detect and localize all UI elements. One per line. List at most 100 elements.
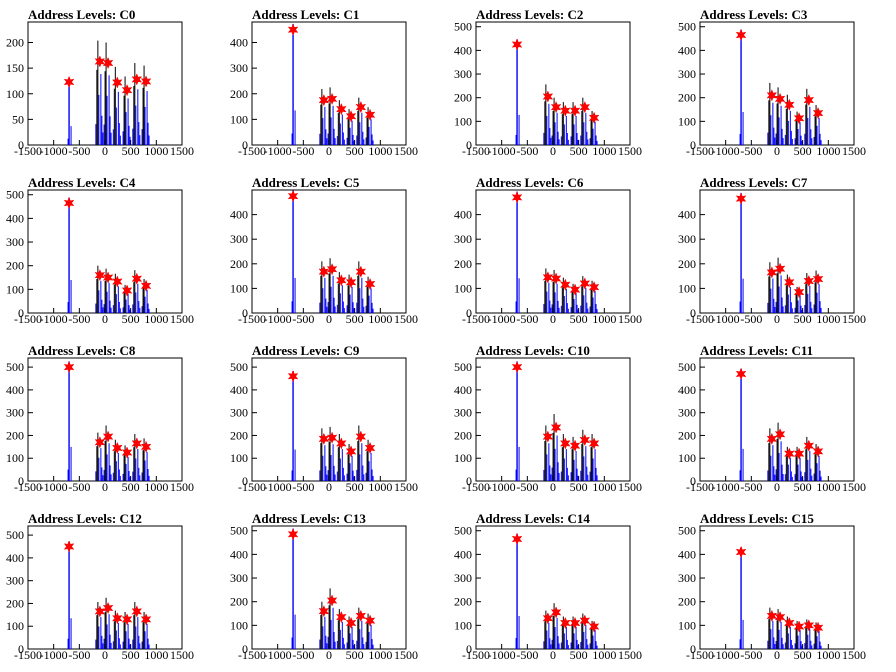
x-tick-label: 1000 <box>368 144 392 158</box>
x-tick-label: -500 <box>292 480 314 494</box>
x-tick-label: 500 <box>794 312 812 326</box>
x-tick-label: 500 <box>570 480 588 494</box>
peak-marker <box>766 609 778 623</box>
y-tick-label: 400 <box>230 547 248 561</box>
y-tick-label: 100 <box>454 618 472 632</box>
y-tick-label: 300 <box>454 232 472 246</box>
x-tick-label: -1000 <box>488 312 516 326</box>
y-tick-label: 500 <box>678 524 696 538</box>
y-tick-label: 500 <box>230 524 248 538</box>
peak-marker <box>131 272 143 285</box>
peak-marker <box>131 437 143 450</box>
x-tick-label: 500 <box>346 480 364 494</box>
x-tick-label: 500 <box>346 648 364 662</box>
x-tick-label: -1000 <box>264 144 292 158</box>
y-tick-label: 400 <box>6 551 24 565</box>
x-tick-label: 1000 <box>368 480 392 494</box>
y-tick-label: 400 <box>678 383 696 397</box>
y-tick-label: 300 <box>6 235 24 249</box>
peak-marker <box>94 436 106 449</box>
x-tick-label: -1000 <box>264 312 292 326</box>
panel-title: Address Levels: C10 <box>476 343 590 358</box>
peak-marker <box>335 102 347 116</box>
y-tick-label: 300 <box>6 406 24 420</box>
x-tick-label: -1000 <box>264 648 292 662</box>
x-tick-label: 1500 <box>618 480 642 494</box>
y-tick-label: 500 <box>6 360 24 374</box>
y-tick-label: 100 <box>678 114 696 128</box>
y-tick-label: 400 <box>230 36 248 50</box>
x-tick-label: 1500 <box>618 312 642 326</box>
peak-marker <box>511 191 523 204</box>
x-tick-label: 1500 <box>170 312 194 326</box>
peak-marker <box>735 192 747 205</box>
x-tick-label: 1000 <box>592 648 616 662</box>
y-tick-label: 300 <box>230 232 248 246</box>
x-tick-label: 1000 <box>816 648 840 662</box>
peak-marker <box>94 55 106 68</box>
panel-title: Address Levels: C0 <box>28 7 135 22</box>
x-tick-label: -1000 <box>488 144 516 158</box>
x-tick-label: -500 <box>740 480 762 494</box>
x-tick-label: -1500 <box>462 648 490 662</box>
peak-marker <box>542 430 554 443</box>
peak-marker <box>364 441 376 455</box>
peak-marker <box>550 421 562 434</box>
x-tick-label: -500 <box>516 648 538 662</box>
peak-marker <box>569 283 581 296</box>
peak-marker <box>559 437 571 450</box>
peak-marker <box>550 100 562 114</box>
y-tick-label: 0 <box>242 138 248 152</box>
y-tick-label: 200 <box>678 91 696 105</box>
x-tick-label: 1500 <box>394 480 418 494</box>
x-tick-label: 1000 <box>144 480 168 494</box>
y-tick-label: 0 <box>690 306 696 320</box>
peak-marker <box>588 620 600 633</box>
peak-marker <box>774 610 786 624</box>
peak-marker <box>111 76 123 89</box>
panel-title: Address Levels: C13 <box>252 511 366 526</box>
x-tick-label: 500 <box>346 144 364 158</box>
x-tick-label: -500 <box>292 648 314 662</box>
peak-marker <box>287 370 299 383</box>
peak-marker <box>140 279 152 292</box>
x-tick-label: 1500 <box>394 648 418 662</box>
y-tick-label: 200 <box>678 257 696 271</box>
peak-marker <box>140 440 152 454</box>
x-tick-label: 1500 <box>394 312 418 326</box>
x-tick-label: 500 <box>122 144 140 158</box>
x-tick-label: 1000 <box>816 480 840 494</box>
peak-marker <box>783 276 795 289</box>
peak-marker <box>542 612 554 625</box>
x-tick-label: -1000 <box>488 648 516 662</box>
x-tick-label: -500 <box>516 144 538 158</box>
peak-marker <box>542 271 554 284</box>
peak-marker <box>511 38 523 51</box>
panel-title: Address Levels: C12 <box>28 511 142 526</box>
y-tick-label: 200 <box>454 257 472 271</box>
peak-marker <box>766 89 778 102</box>
panel-title: Address Levels: C11 <box>700 343 813 358</box>
y-tick-label: 0 <box>466 138 472 152</box>
x-tick-label: -1000 <box>40 312 68 326</box>
peak-marker <box>102 601 114 615</box>
x-tick-label: 1000 <box>592 312 616 326</box>
x-tick-label: 0 <box>326 312 332 326</box>
x-tick-label: -1000 <box>712 312 740 326</box>
x-tick-label: 500 <box>794 144 812 158</box>
peak-marker <box>511 360 523 374</box>
y-tick-label: 400 <box>454 383 472 397</box>
y-tick-label: 300 <box>678 67 696 81</box>
y-tick-label: 0 <box>690 138 696 152</box>
y-tick-label: 100 <box>678 618 696 632</box>
y-tick-label: 100 <box>230 618 248 632</box>
x-tick-label: -1500 <box>14 144 42 158</box>
x-tick-label: -500 <box>292 312 314 326</box>
y-tick-label: 300 <box>678 232 696 246</box>
peak-marker <box>774 428 786 441</box>
peak-marker <box>335 274 347 287</box>
peak-marker <box>812 106 824 120</box>
x-tick-label: 0 <box>550 144 556 158</box>
peak-marker <box>569 104 581 117</box>
peak-marker <box>63 75 75 89</box>
